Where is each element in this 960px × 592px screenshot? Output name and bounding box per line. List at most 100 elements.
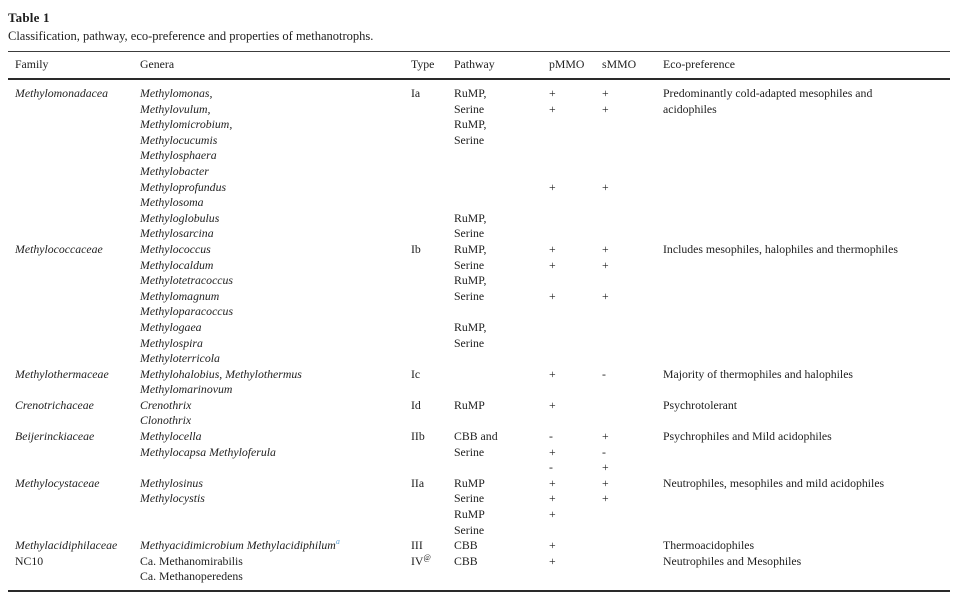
smmo-cell [602, 304, 663, 320]
table-row: Methylocystaceae Methylosinus IIa RuMP + + Neu… [8, 476, 950, 492]
pmmo-cell: + [549, 101, 556, 116]
type-cell [411, 382, 454, 398]
pmmo-cell: + [549, 366, 556, 381]
pmmo-cell: + [549, 179, 556, 194]
smmo-cell [602, 133, 663, 149]
smmo-cell [602, 351, 663, 367]
eco-cell [663, 491, 950, 507]
type-cell: IV@ [411, 552, 431, 568]
table-row: Clonothrix [8, 413, 950, 429]
family-cell: Methylomonadacea [15, 86, 109, 100]
type-cell [411, 523, 454, 539]
eco-cell: Psychrophiles and Mild acidophiles [663, 429, 832, 444]
table-row: - + [8, 460, 950, 476]
type-cell [411, 117, 454, 133]
genera-cell: Methylospira [140, 335, 203, 350]
smmo-cell: + [602, 491, 609, 506]
family-cell [8, 273, 140, 289]
eco-cell [663, 164, 950, 180]
eco-cell [663, 336, 950, 352]
table-row: Methylobacter [8, 164, 950, 180]
pmmo-cell: + [549, 475, 556, 490]
pmmo-cell [549, 273, 602, 289]
table-row: Methyloprofundus + + [8, 180, 950, 196]
table-row: Crenotrichaceae Crenothrix Id RuMP + Psychrot… [8, 398, 950, 414]
genera-cell: Methylosphaera [140, 148, 217, 163]
smmo-cell: + [602, 241, 609, 256]
pmmo-cell [549, 164, 602, 180]
pmmo-cell [549, 413, 602, 429]
pmmo-cell: + [549, 257, 556, 272]
pathway-cell [454, 304, 549, 320]
type-cell [411, 258, 454, 274]
header-row: Family Genera Type Pathway pMMO sMMO Eco-prefe… [8, 51, 950, 80]
pmmo-cell [549, 382, 602, 398]
smmo-cell [602, 523, 663, 539]
column-header-genera: Genera [140, 51, 411, 80]
family-cell: Methylacidiphilaceae [15, 538, 118, 553]
genera-cell: Methylomarinovum [140, 382, 233, 397]
smmo-cell: + [602, 429, 609, 444]
eco-cell [663, 226, 950, 242]
eco-cell: Psychrotolerant [663, 397, 738, 412]
table-row: Serine [8, 523, 950, 539]
pathway-cell [454, 382, 549, 398]
table-title: Table 1 [8, 10, 50, 25]
smmo-cell [602, 554, 663, 570]
pmmo-cell [549, 336, 602, 352]
family-cell [8, 164, 140, 180]
smmo-cell [602, 164, 663, 180]
smmo-cell: + [602, 288, 609, 303]
pmmo-cell [549, 117, 602, 133]
smmo-cell [602, 195, 663, 211]
eco-cell [663, 273, 950, 289]
type-cell: Ib [411, 241, 421, 256]
smmo-cell [602, 336, 663, 352]
pathway-cell: RuMP, [454, 241, 487, 256]
family-cell [8, 336, 140, 352]
smmo-cell [602, 148, 663, 164]
smmo-cell [602, 382, 663, 398]
smmo-cell [602, 320, 663, 336]
footnote-link-a[interactable]: a [335, 537, 340, 547]
smmo-cell: + [602, 460, 609, 475]
pathway-cell: Serine [454, 522, 485, 537]
table-row: Methylacidiphilaceae Methyacidimicrobium … [8, 538, 950, 554]
eco-cell [663, 289, 950, 305]
genera-cell: Methylococcus [140, 241, 211, 256]
pmmo-cell [549, 226, 602, 242]
pathway-cell [454, 351, 549, 367]
table-row: Methylocystis Serine + + [8, 491, 950, 507]
smmo-cell [602, 273, 663, 289]
smmo-cell [602, 507, 663, 523]
table-row: Methylospira Serine [8, 336, 950, 352]
pathway-cell [454, 180, 549, 196]
pathway-cell [454, 569, 549, 591]
eco-cell: Majority of thermophiles and halophiles [663, 366, 854, 381]
eco-cell [663, 180, 950, 196]
family-cell [8, 117, 140, 133]
type-cell [411, 336, 454, 352]
type-cell [411, 180, 454, 196]
genera-cell: Clonothrix [140, 413, 192, 428]
type-cell [411, 102, 454, 118]
genera-cell: Ca. Methanoperedens [140, 569, 243, 584]
eco-cell [663, 133, 950, 149]
genera-cell: Methylocaldum [140, 257, 214, 272]
type-superscript: @ [423, 552, 431, 562]
table-row: Methylomonadacea Methylomonas, Ia RuMP, + + Pr… [8, 79, 950, 102]
eco-cell [663, 351, 950, 367]
pathway-cell: Serine [454, 335, 485, 350]
table-row: Methylocucumis Serine [8, 133, 950, 149]
genera-cell: Methylocucumis [140, 132, 218, 147]
genera-cell [140, 507, 411, 523]
pmmo-cell [549, 133, 602, 149]
eco-cell: acidophiles [663, 101, 717, 116]
pathway-cell: RuMP, [454, 86, 487, 100]
pathway-cell [454, 164, 549, 180]
column-header-eco: Eco-preference [663, 51, 950, 80]
eco-cell [663, 195, 950, 211]
eco-cell [663, 445, 950, 461]
eco-cell [663, 148, 950, 164]
